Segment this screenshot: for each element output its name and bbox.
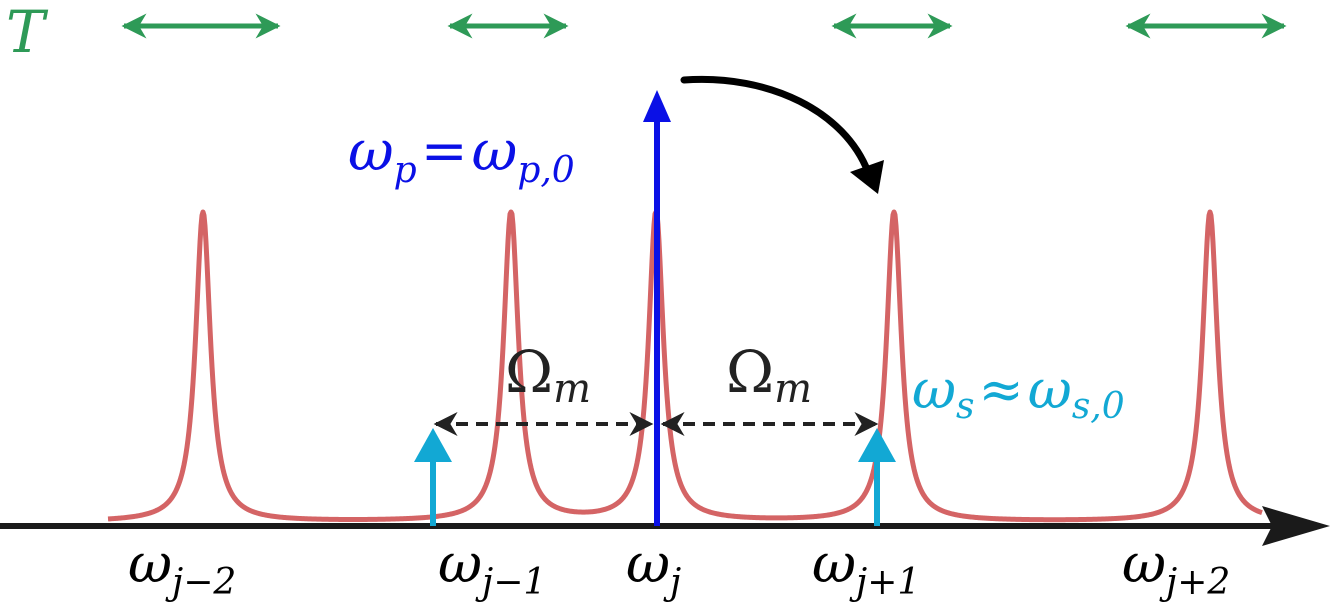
pump-label: ωp=ωp,0 [348, 119, 575, 191]
pump-arrow [643, 90, 671, 526]
transfer-arrow [680, 75, 884, 194]
resonance-label-j-plus-1: ωj+1 [812, 532, 920, 603]
resonance-label-j-minus-2: ωj−2 [128, 532, 236, 603]
signal-arrow-left [414, 428, 452, 526]
resonance-curve [106, 209, 1264, 523]
spacing-label-left: Ωm [505, 338, 591, 412]
resonance-label-j: ωj [626, 532, 681, 603]
signal-arrow-right [858, 428, 896, 526]
frequency-axis [0, 506, 1330, 546]
resonance-label-j-minus-1: ωj−1 [438, 532, 546, 603]
spacing-label-right: Ωm [726, 338, 812, 412]
signal-label: ωs≈ωs,0 [912, 358, 1125, 427]
period-label: T [6, 0, 49, 66]
resonance-label-j-plus-2: ωj+2 [1122, 532, 1230, 603]
